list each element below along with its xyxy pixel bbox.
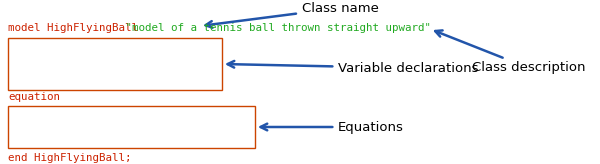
Text: Class description: Class description	[435, 30, 586, 74]
Text: equation: equation	[8, 92, 60, 102]
Text: Class name: Class name	[206, 1, 379, 28]
Text: model HighFlyingBall: model HighFlyingBall	[8, 23, 138, 33]
Text: end HighFlyingBall;: end HighFlyingBall;	[8, 153, 131, 163]
Text: Equations: Equations	[260, 121, 404, 133]
Text: "model of a tennis ball thrown straight upward": "model of a tennis ball thrown straight …	[119, 23, 431, 33]
Text: Variable declarations: Variable declarations	[227, 61, 479, 74]
